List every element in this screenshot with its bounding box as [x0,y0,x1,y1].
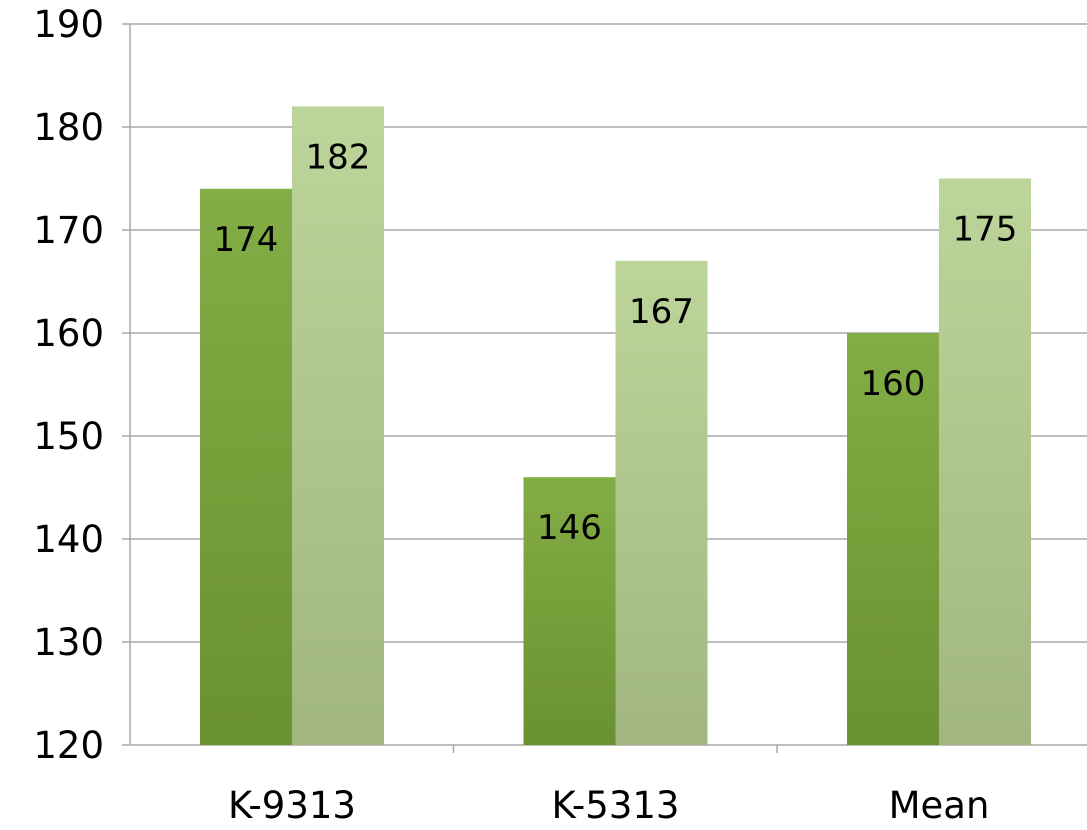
y-tick-label: 180 [33,106,104,149]
y-axis-ticks: 120 130 140 150 160 170 180 190 [33,3,130,767]
x-category-label: Mean [889,784,990,827]
data-label: 175 [953,210,1018,250]
y-tick-label: 160 [33,312,104,355]
data-label: 167 [629,292,694,332]
data-labels: 174 182 146 167 160 175 [214,137,1018,548]
bar-k-5313-series-2 [615,260,708,745]
bar-mean-series-2 [939,178,1031,745]
data-label: 146 [537,508,602,548]
y-tick-label: 150 [33,415,104,458]
bar-mean-series-1 [847,333,939,745]
y-tick-label: 170 [33,209,104,252]
x-category-label: K-9313 [228,784,356,827]
x-axis-categories: K-9313 K-5313 Mean [228,784,989,827]
data-label: 160 [861,364,926,404]
y-tick-label: 140 [33,518,104,561]
bar-k-5313-series-1 [523,477,616,745]
bar-k-9313-series-2 [292,106,384,745]
y-tick-label: 190 [33,3,104,46]
bars [200,106,1031,746]
y-tick-label: 120 [33,724,104,767]
y-tick-label: 130 [33,621,104,664]
data-label: 182 [306,137,371,177]
x-category-label: K-5313 [552,784,680,827]
bar-k-9313-series-1 [200,188,292,746]
data-label: 174 [214,220,279,260]
